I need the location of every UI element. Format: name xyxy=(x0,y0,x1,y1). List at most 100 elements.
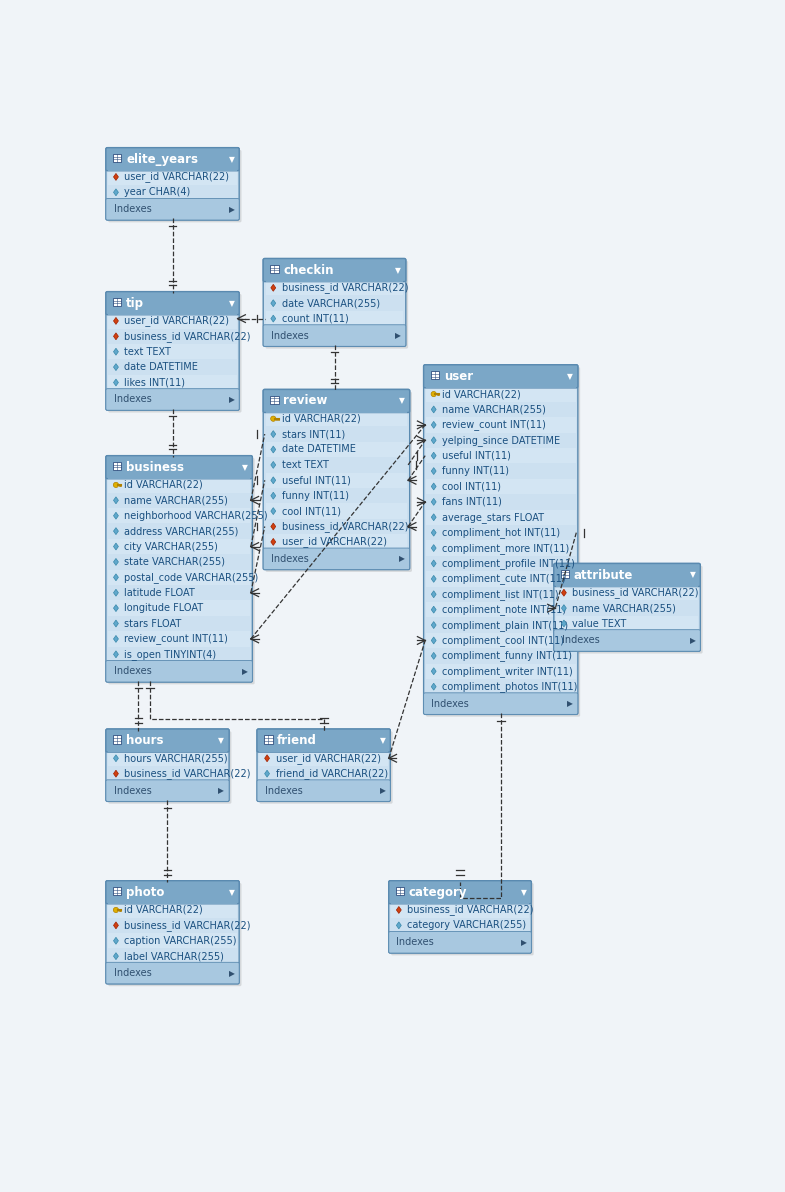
Bar xyxy=(270,265,279,273)
Text: Indexes: Indexes xyxy=(271,330,309,341)
Text: name VARCHAR(255): name VARCHAR(255) xyxy=(572,603,677,613)
Polygon shape xyxy=(431,591,436,597)
Polygon shape xyxy=(431,576,436,583)
FancyBboxPatch shape xyxy=(106,730,229,801)
FancyBboxPatch shape xyxy=(556,566,703,653)
Polygon shape xyxy=(114,333,119,340)
FancyBboxPatch shape xyxy=(424,693,578,714)
Text: business_id VARCHAR(22): business_id VARCHAR(22) xyxy=(407,905,534,915)
Text: ▼: ▼ xyxy=(228,155,235,163)
Bar xyxy=(108,472,250,479)
Text: compliment_photos INT(11): compliment_photos INT(11) xyxy=(442,681,578,693)
FancyBboxPatch shape xyxy=(106,148,239,221)
Bar xyxy=(264,735,272,744)
Bar xyxy=(108,782,227,786)
Bar xyxy=(265,280,403,296)
Polygon shape xyxy=(114,188,119,195)
Text: Indexes: Indexes xyxy=(271,554,309,564)
Polygon shape xyxy=(114,174,119,180)
Text: business_id VARCHAR(22): business_id VARCHAR(22) xyxy=(572,588,699,598)
Text: count INT(11): count INT(11) xyxy=(282,313,349,323)
FancyBboxPatch shape xyxy=(106,292,239,410)
Text: user_id VARCHAR(22): user_id VARCHAR(22) xyxy=(276,753,381,764)
FancyBboxPatch shape xyxy=(554,629,700,651)
FancyBboxPatch shape xyxy=(263,548,410,570)
Text: elite_years: elite_years xyxy=(126,153,198,166)
Bar xyxy=(265,327,403,330)
FancyBboxPatch shape xyxy=(391,883,534,956)
Polygon shape xyxy=(271,492,276,499)
Polygon shape xyxy=(431,498,436,505)
Bar xyxy=(113,298,122,306)
Text: category: category xyxy=(409,886,467,899)
FancyBboxPatch shape xyxy=(424,365,578,714)
Text: compliment_plain INT(11): compliment_plain INT(11) xyxy=(442,620,568,631)
Polygon shape xyxy=(561,620,566,627)
Text: compliment_cool INT(11): compliment_cool INT(11) xyxy=(442,635,564,646)
Text: Indexes: Indexes xyxy=(561,635,599,645)
Polygon shape xyxy=(271,299,276,306)
Text: Indexes: Indexes xyxy=(396,937,434,948)
FancyBboxPatch shape xyxy=(257,730,390,801)
Text: Indexes: Indexes xyxy=(114,666,152,676)
Bar xyxy=(265,550,407,553)
Text: photo: photo xyxy=(126,886,164,899)
Text: ▼: ▼ xyxy=(218,735,225,745)
Text: longitude FLOAT: longitude FLOAT xyxy=(125,603,203,613)
Text: funny INT(11): funny INT(11) xyxy=(442,466,509,476)
Text: compliment_note INT(11): compliment_note INT(11) xyxy=(442,604,566,615)
Text: ▶: ▶ xyxy=(218,786,225,795)
Polygon shape xyxy=(431,406,436,412)
Text: compliment_hot INT(11): compliment_hot INT(11) xyxy=(442,527,560,538)
Text: user_id VARCHAR(22): user_id VARCHAR(22) xyxy=(125,316,229,327)
FancyBboxPatch shape xyxy=(108,294,242,412)
Text: ▶: ▶ xyxy=(520,938,527,946)
Bar xyxy=(108,344,237,360)
Text: is_open TINYINT(4): is_open TINYINT(4) xyxy=(125,648,217,660)
Bar xyxy=(108,309,237,315)
FancyBboxPatch shape xyxy=(389,881,531,954)
Bar xyxy=(108,200,237,204)
Bar xyxy=(396,887,404,895)
Bar xyxy=(265,275,403,281)
FancyBboxPatch shape xyxy=(257,730,390,752)
Text: hours: hours xyxy=(126,734,163,747)
Text: ▶: ▶ xyxy=(228,395,235,404)
Bar xyxy=(426,417,575,433)
Bar xyxy=(426,509,575,524)
Bar xyxy=(265,311,403,327)
Text: compliment_funny INT(11): compliment_funny INT(11) xyxy=(442,651,572,662)
Bar xyxy=(426,633,575,648)
Polygon shape xyxy=(114,589,119,596)
Polygon shape xyxy=(114,559,119,565)
Polygon shape xyxy=(431,514,436,521)
Bar xyxy=(108,933,237,949)
Text: user_id VARCHAR(22): user_id VARCHAR(22) xyxy=(282,536,387,547)
Bar xyxy=(426,571,575,586)
Circle shape xyxy=(113,907,119,913)
Text: stars INT(11): stars INT(11) xyxy=(282,429,345,439)
Polygon shape xyxy=(114,497,119,504)
Text: Indexes: Indexes xyxy=(114,395,152,404)
Bar xyxy=(560,570,569,578)
FancyBboxPatch shape xyxy=(265,392,412,572)
Text: business_id VARCHAR(22): business_id VARCHAR(22) xyxy=(282,283,408,293)
Polygon shape xyxy=(114,921,119,929)
Text: Indexes: Indexes xyxy=(114,968,152,979)
Text: ▶: ▶ xyxy=(242,666,247,676)
Bar xyxy=(426,381,575,387)
Bar xyxy=(265,406,407,412)
Text: review_count INT(11): review_count INT(11) xyxy=(125,633,228,645)
Text: ▶: ▶ xyxy=(567,699,573,708)
Text: text TEXT: text TEXT xyxy=(282,460,329,470)
Polygon shape xyxy=(561,604,566,611)
Text: Indexes: Indexes xyxy=(114,786,152,795)
Bar xyxy=(259,782,388,786)
Bar xyxy=(265,503,407,519)
Text: label VARCHAR(255): label VARCHAR(255) xyxy=(125,951,225,961)
Text: useful INT(11): useful INT(11) xyxy=(442,451,511,460)
Polygon shape xyxy=(114,528,119,534)
FancyBboxPatch shape xyxy=(108,732,232,803)
Text: tip: tip xyxy=(126,297,144,310)
Text: date DATETIME: date DATETIME xyxy=(125,362,199,372)
